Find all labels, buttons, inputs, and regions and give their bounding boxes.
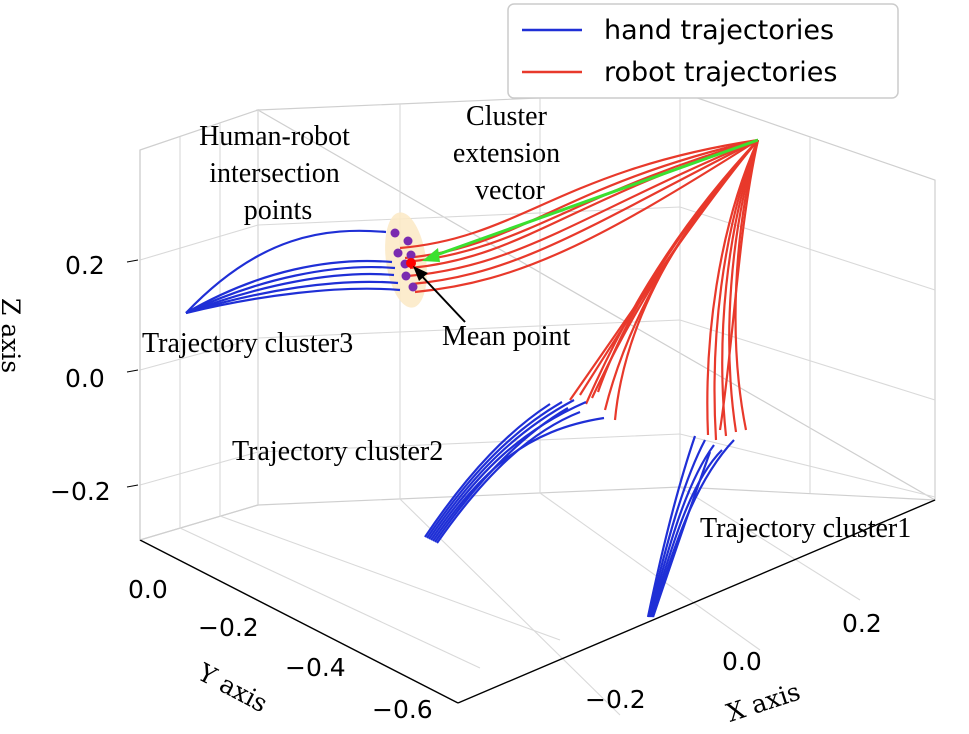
x-tick-label: 0.0 <box>722 647 762 676</box>
annotations: Human-robot intersection points Cluster … <box>142 101 911 544</box>
mean-point-arrow <box>413 266 466 323</box>
robot-trajectory <box>411 139 759 286</box>
hand-trajectory <box>648 444 715 618</box>
hand-trajectory <box>432 416 605 542</box>
cluster-extension-vector <box>422 138 759 262</box>
annotation-extension-vector: Cluster extension vector <box>453 101 567 206</box>
z-tick-label: −0.2 <box>50 477 111 506</box>
hand-trajectory <box>185 259 393 314</box>
legend-robot-label: robot trajectories <box>604 57 837 88</box>
robot-trajectory <box>407 138 759 278</box>
hand-trajectory <box>185 272 395 315</box>
x-tick-label: 0.2 <box>842 609 882 638</box>
robot-trajectory <box>713 139 760 441</box>
hand-trajectory <box>647 439 706 618</box>
legend-hand-label: hand trajectories <box>604 15 834 46</box>
hand-trajectory <box>436 410 581 544</box>
intersection-points <box>390 228 418 292</box>
intersection-point <box>390 228 400 238</box>
hand-trajectory <box>426 401 563 539</box>
hand-trajectory <box>434 407 569 543</box>
robot-trajectory <box>584 139 759 405</box>
robot-trajectory <box>718 139 760 431</box>
mean-point <box>406 258 416 268</box>
intersection-point <box>393 248 403 258</box>
y-tick-label: 0.0 <box>128 575 168 604</box>
intersection-point <box>401 271 411 281</box>
robot-trajectory <box>414 139 759 294</box>
z-axis-label: Z axis <box>0 298 25 373</box>
robot-trajectory <box>721 139 760 437</box>
annotation-cluster1: Trajectory cluster1 <box>700 513 911 544</box>
x-tick-label: −0.2 <box>585 685 646 714</box>
annotation-intersection: Human-robot intersection points <box>199 121 357 226</box>
hand-trajectory <box>424 403 551 538</box>
hand-trajectory <box>649 449 723 618</box>
robot-trajectory <box>706 139 760 436</box>
hand-trajectory <box>430 400 587 541</box>
y-axis-label: Y axis <box>192 657 272 718</box>
intersection-point <box>406 250 416 260</box>
z-tick-label: 0.2 <box>65 251 105 280</box>
x-axis: −0.2 0.0 0.2 X axis <box>585 609 882 728</box>
annotation-cluster3: Trajectory cluster3 <box>142 328 353 359</box>
hand-trajectory <box>185 280 399 315</box>
x-axis-label: X axis <box>723 677 804 728</box>
y-tick-label: −0.2 <box>198 613 259 642</box>
y-axis: 0.0 −0.2 −0.4 −0.6 Y axis <box>128 575 433 724</box>
y-tick-label: −0.6 <box>372 695 433 724</box>
z-tick-label: 0.0 <box>65 364 105 393</box>
robot-trajectory <box>404 138 759 264</box>
hand-trajectory <box>185 287 401 315</box>
y-tick-label: −0.4 <box>285 653 346 682</box>
hand-trajectory <box>646 435 697 618</box>
axes-lines <box>139 150 936 704</box>
hand-trajectory <box>185 265 396 314</box>
robot-trajectory <box>728 139 760 433</box>
hand-trajectory <box>185 229 387 314</box>
robot-trajectory <box>399 138 759 250</box>
hand-trajectory <box>428 399 575 540</box>
intersection-point <box>403 236 413 246</box>
hand-trajectory <box>651 451 712 618</box>
annotation-mean-point: Mean point <box>442 321 571 352</box>
annotation-cluster2: Trajectory cluster2 <box>232 436 443 467</box>
intersection-point <box>408 282 418 292</box>
trajectory-lines <box>185 138 760 618</box>
legend: hand trajectories robot trajectories <box>507 3 899 99</box>
z-axis: 0.2 0.0 −0.2 Z axis <box>0 251 139 506</box>
